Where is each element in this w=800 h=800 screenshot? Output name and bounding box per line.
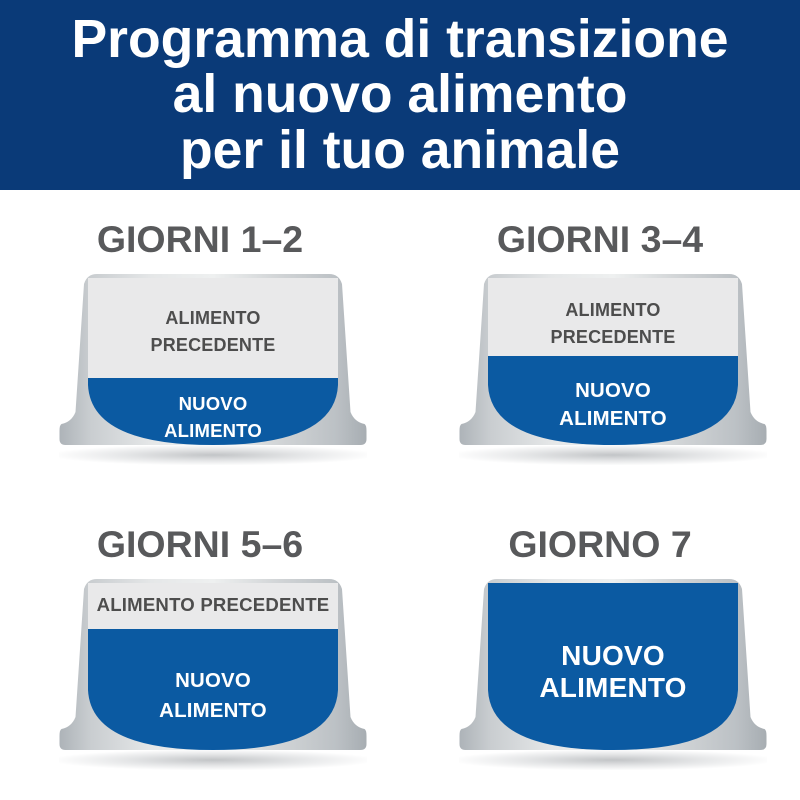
svg-text:NUOVO: NUOVO bbox=[179, 393, 248, 414]
svg-text:NUOVO: NUOVO bbox=[561, 640, 665, 671]
svg-text:PRECEDENTE: PRECEDENTE bbox=[150, 335, 275, 355]
svg-text:ALIMENTO: ALIMENTO bbox=[559, 408, 667, 430]
svg-text:NUOVO: NUOVO bbox=[575, 380, 651, 402]
svg-text:ALIMENTO: ALIMENTO bbox=[159, 700, 267, 722]
svg-text:ALIMENTO: ALIMENTO bbox=[565, 300, 660, 320]
svg-text:NUOVO: NUOVO bbox=[175, 670, 251, 692]
svg-text:ALIMENTO: ALIMENTO bbox=[539, 672, 686, 703]
svg-text:ALIMENTO PRECEDENTE: ALIMENTO PRECEDENTE bbox=[97, 594, 330, 615]
svg-text:PRECEDENTE: PRECEDENTE bbox=[550, 327, 675, 347]
svg-text:ALIMENTO: ALIMENTO bbox=[165, 308, 260, 328]
svg-text:ALIMENTO: ALIMENTO bbox=[164, 420, 262, 441]
